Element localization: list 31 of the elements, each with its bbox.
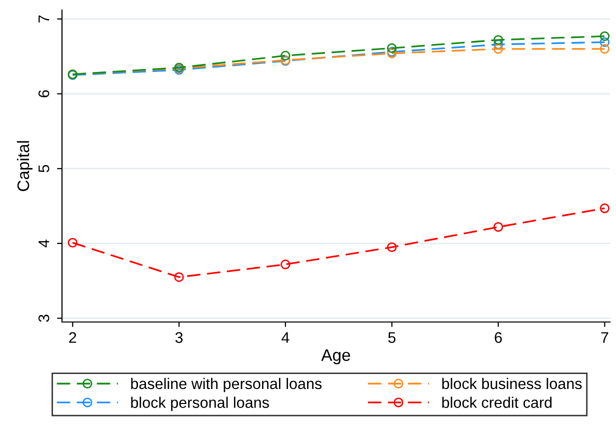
y-tick-label: 3 (38, 314, 50, 322)
point (493, 40, 504, 50)
point (387, 43, 397, 54)
legend-label: block business loans (442, 378, 582, 390)
legend-label: block personal loans (131, 396, 269, 411)
y-tick-label: 6 (38, 90, 50, 98)
point (174, 272, 184, 282)
y-tick-label: 5 (38, 165, 50, 172)
x-tick-label: 2 (69, 332, 76, 343)
legend-label: baseline with personal loans (131, 378, 322, 392)
x-tick-label: 7 (601, 332, 608, 343)
x-tick-label: 3 (175, 332, 183, 343)
point (280, 50, 290, 60)
point (387, 242, 397, 252)
point (493, 222, 504, 232)
point (493, 35, 504, 45)
y-axis-title: Capital (16, 141, 32, 192)
point (493, 44, 504, 54)
y-tick-label: 7 (38, 15, 50, 22)
point (600, 31, 610, 42)
point (600, 37, 610, 48)
point (68, 238, 78, 248)
legend-label: block credit card (442, 396, 552, 408)
y-tick-label: 4 (38, 240, 50, 248)
x-axis-title: Age (321, 349, 350, 364)
point (600, 203, 610, 214)
x-tick-label: 4 (282, 332, 290, 343)
x-tick-label: 5 (388, 332, 396, 343)
point (600, 44, 610, 54)
x-tick-label: 6 (494, 332, 502, 343)
point (280, 260, 290, 270)
